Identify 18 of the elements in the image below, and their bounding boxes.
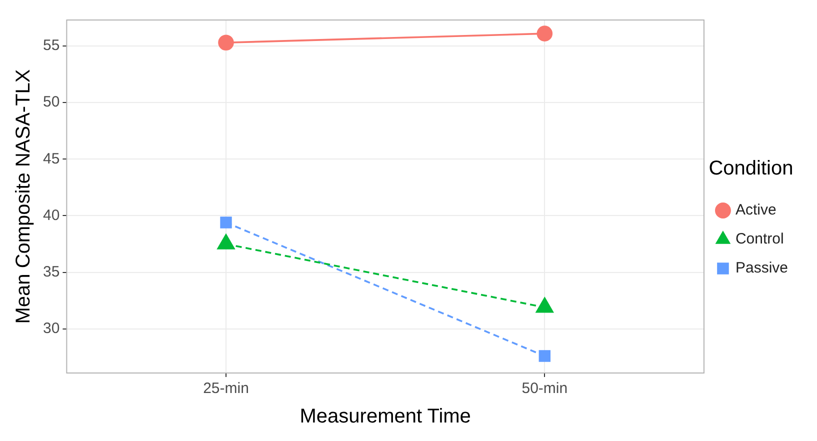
y-tick-label: 45: [42, 150, 60, 168]
y-tick-label: 55: [42, 37, 60, 54]
legend-label: Passive: [735, 260, 788, 277]
x-tick-label: 50-min: [522, 380, 568, 398]
point: [218, 34, 234, 51]
point: [538, 350, 551, 362]
point: [536, 26, 553, 42]
y-tick-label: 30: [42, 320, 60, 338]
x-axis-title: Measurement Time: [300, 406, 471, 428]
legend-label: Active: [735, 202, 776, 219]
legend-label: Control: [735, 230, 784, 248]
x-tick-label: 25-min: [203, 380, 249, 398]
y-tick-label: 50: [42, 94, 60, 111]
y-tick-label: 40: [42, 206, 60, 224]
point: [220, 216, 232, 228]
legend-title: Condition: [708, 158, 794, 180]
y-tick-label: 35: [42, 263, 60, 280]
y-axis-title: Mean Composite NASA-TLX: [12, 69, 35, 324]
